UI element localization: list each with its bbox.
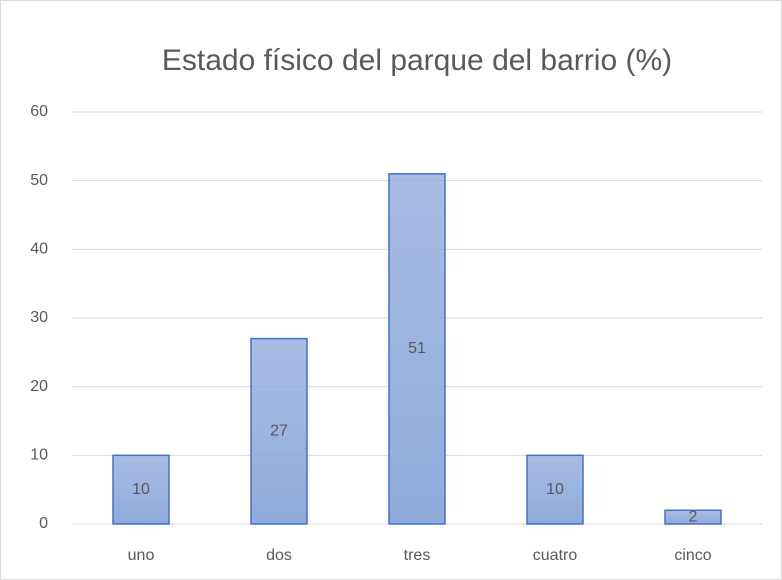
chart-title: Estado físico del parque del barrio (%) [162, 44, 672, 77]
data-label: 27 [270, 423, 288, 440]
data-label: 10 [546, 481, 564, 498]
y-tick-label: 60 [30, 103, 48, 120]
data-label: 51 [408, 340, 426, 357]
y-tick-label: 10 [30, 447, 48, 464]
y-tick-label: 30 [30, 309, 48, 326]
bar [664, 509, 722, 525]
y-tick-label: 40 [30, 241, 48, 258]
bar [112, 454, 170, 525]
y-tick-label: 20 [30, 378, 48, 395]
x-tick-label: cinco [674, 547, 711, 564]
bar [526, 454, 584, 525]
bar [250, 337, 308, 525]
x-tick-label: uno [128, 547, 155, 564]
y-tick-label: 0 [39, 515, 48, 532]
x-tick-label: dos [266, 547, 292, 564]
data-label: 10 [132, 481, 150, 498]
x-tick-label: cuatro [533, 547, 578, 564]
x-tick-label: tres [404, 547, 431, 564]
data-label: 2 [689, 508, 698, 525]
y-tick-label: 50 [30, 172, 48, 189]
bar [388, 173, 446, 525]
